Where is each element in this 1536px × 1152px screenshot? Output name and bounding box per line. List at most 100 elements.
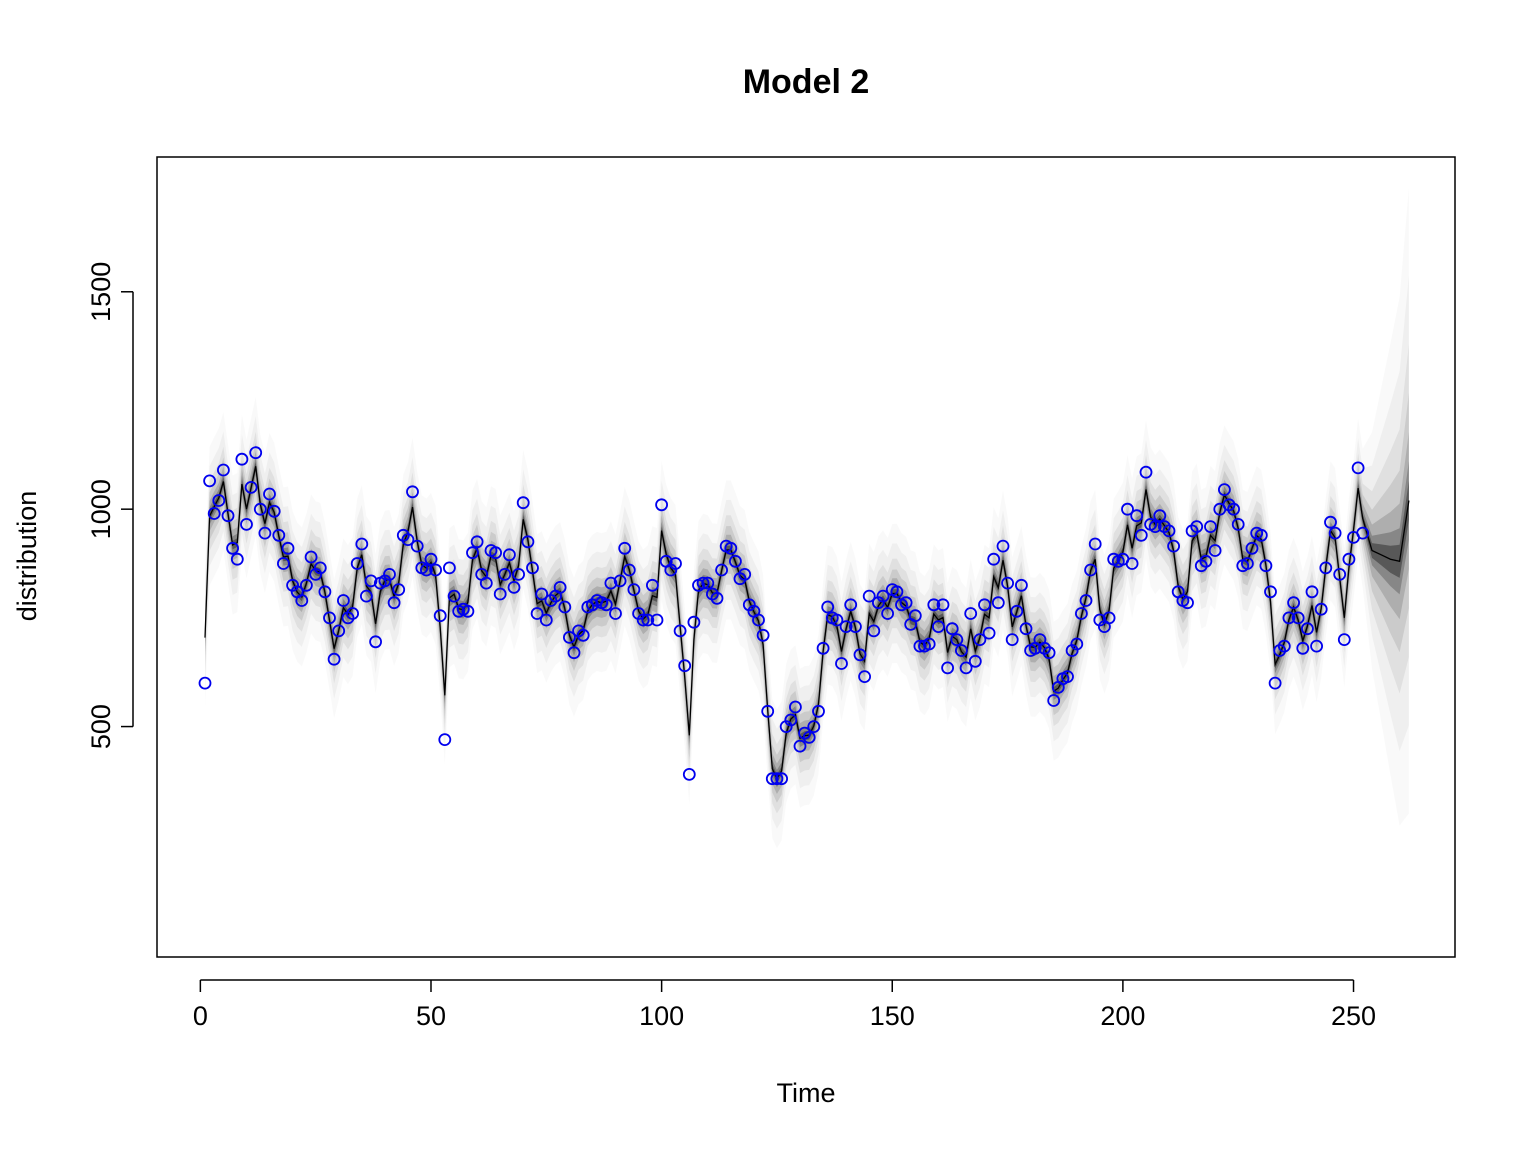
observed-point [526, 561, 539, 575]
observed-point [1079, 594, 1093, 607]
observed-point [521, 535, 535, 549]
observed-point [752, 613, 765, 627]
observed-point [899, 596, 913, 610]
observed-point [1241, 557, 1254, 570]
observed-point [1102, 611, 1116, 625]
observed-point [1227, 502, 1240, 516]
observed-point [429, 563, 443, 577]
observed-point [249, 446, 263, 460]
observed-point [613, 574, 627, 588]
observed-point [369, 635, 383, 649]
observed-point [267, 504, 281, 518]
observed-point [876, 589, 890, 603]
x-tick-label: 150 [870, 1001, 915, 1031]
observed-point [1231, 518, 1245, 531]
observed-point [489, 546, 503, 560]
observed-point [932, 620, 945, 633]
median-line-group [204, 466, 1410, 781]
observed-point [1042, 646, 1056, 660]
uncertainty-band-3 [205, 392, 1409, 803]
observed-point [346, 607, 360, 620]
observed-point [655, 498, 668, 512]
observed-point [1153, 509, 1167, 523]
observed-point [235, 452, 249, 466]
observed-point [1356, 526, 1370, 540]
observed-point [839, 620, 853, 633]
x-tick-label: 50 [416, 1001, 446, 1031]
observed-point [1333, 568, 1347, 581]
observed-point [1001, 576, 1014, 590]
observed-point [1130, 509, 1144, 523]
observed-point [1070, 637, 1084, 651]
observed-point [1084, 563, 1097, 577]
observed-point [507, 581, 521, 594]
observed-point [1291, 611, 1305, 625]
observed-point [812, 704, 825, 718]
x-axis: 0 50 100 150 200 250 [193, 979, 1376, 1031]
observed-point [355, 537, 369, 551]
observed-point [1287, 596, 1300, 610]
observed-point [1259, 559, 1273, 573]
observed-point [1319, 561, 1333, 575]
observed-point [927, 598, 941, 612]
observed-point [438, 733, 452, 746]
observed-point [678, 659, 692, 673]
observed-point [908, 609, 922, 623]
observed-point [1190, 520, 1204, 533]
observed-point [1254, 528, 1268, 542]
observed-point [1199, 554, 1213, 568]
observed-point [253, 502, 267, 516]
observed-point [973, 633, 987, 646]
y-axis: 500 1000 1500 [86, 262, 134, 749]
x-tick-label: 0 [193, 1001, 208, 1031]
observed-point [493, 587, 507, 601]
observed-point [1204, 520, 1217, 533]
observed-point [1328, 526, 1342, 540]
x-tick-label: 200 [1100, 1001, 1145, 1031]
observed-point [359, 589, 373, 603]
observed-point [336, 594, 350, 607]
x-tick-label: 100 [639, 1001, 684, 1031]
observed-point [646, 578, 659, 592]
observed-point [835, 657, 848, 670]
observed-point [775, 772, 788, 786]
observed-point [364, 574, 378, 588]
observed-point [576, 628, 590, 642]
chart-title: Model 2 [743, 63, 870, 101]
observed-point [1061, 670, 1074, 683]
observed-point [636, 613, 650, 627]
observed-point [1342, 552, 1356, 566]
y-tick-label: 1500 [86, 262, 116, 322]
observed-point [350, 557, 364, 570]
observed-point [203, 474, 217, 488]
observed-point [756, 628, 770, 642]
observed-point [959, 661, 973, 675]
observed-point [950, 633, 964, 646]
observed-point [641, 613, 655, 627]
observed-point [599, 598, 613, 612]
observed-point [770, 772, 784, 786]
observed-point [862, 589, 876, 603]
observed-point [627, 583, 641, 596]
observed-point [978, 598, 991, 612]
observed-point [913, 639, 927, 653]
observed-point [1019, 622, 1033, 636]
observed-point [327, 652, 341, 666]
observed-point [535, 587, 549, 601]
observed-point [816, 641, 830, 655]
observed-point [890, 585, 904, 599]
uncertainty-band-1 [205, 275, 1409, 829]
observed-point [1218, 483, 1231, 497]
observed-point [313, 561, 327, 575]
observed-point [1088, 537, 1102, 551]
observed-point [1075, 607, 1088, 620]
observed-point [539, 613, 553, 627]
observed-point [553, 581, 567, 594]
observed-point [922, 637, 936, 651]
observed-point [687, 615, 701, 629]
observed-point [1134, 528, 1148, 542]
observed-point [276, 557, 290, 570]
observed-point [442, 561, 456, 575]
